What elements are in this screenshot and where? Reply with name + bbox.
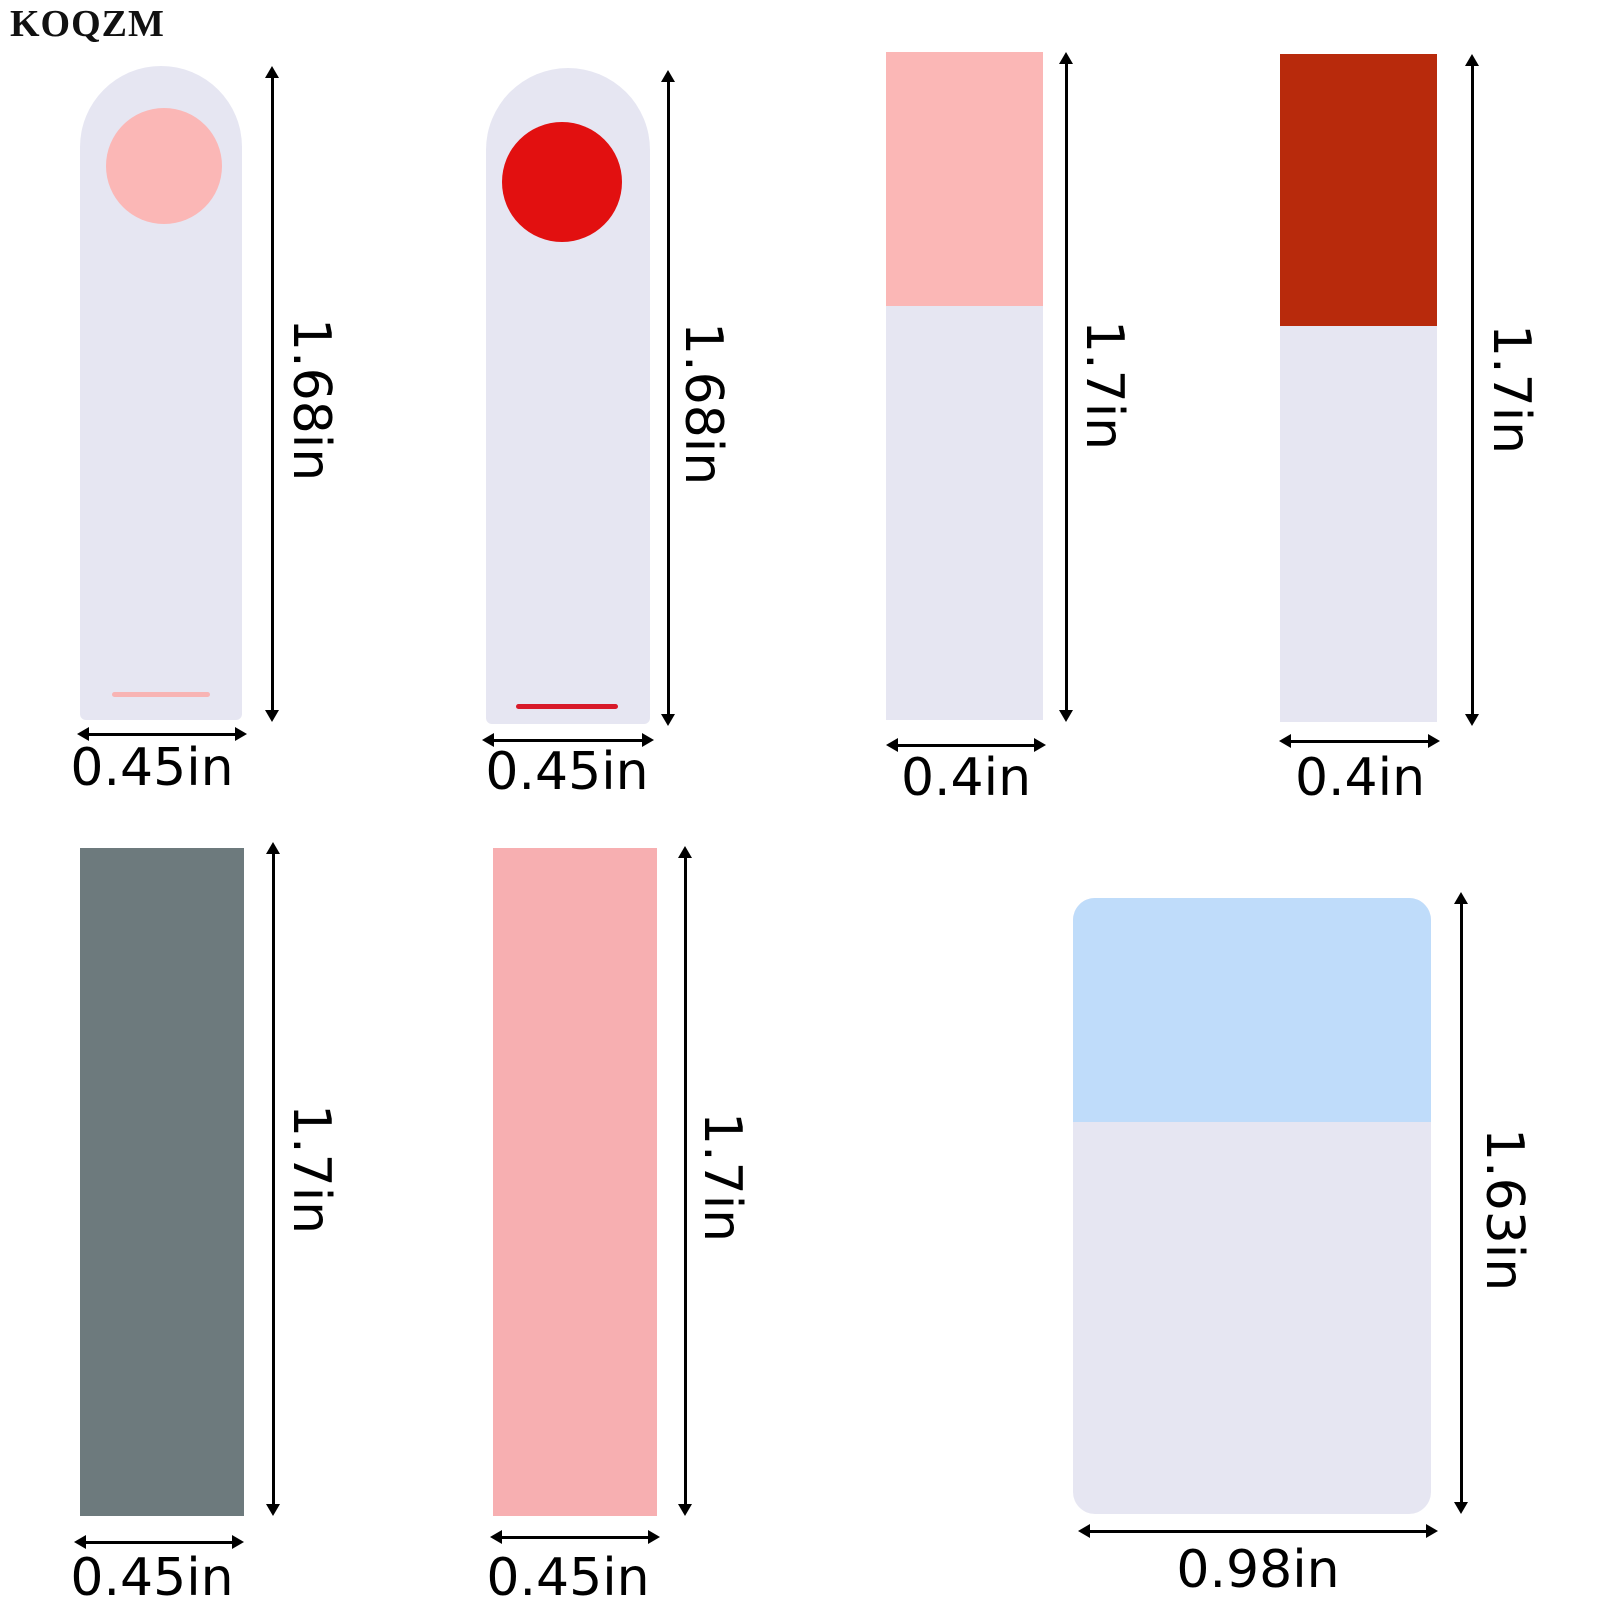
width-label-6: 0.45in (486, 1548, 650, 1608)
width-label-1: 0.45in (70, 738, 234, 798)
height-arrow-4 (1465, 54, 1479, 726)
light-pink-cover (886, 52, 1043, 306)
height-arrow-2 (661, 70, 675, 726)
width-arrow-1 (77, 727, 247, 741)
width-arrow-5 (74, 1535, 244, 1549)
width-arrow-7 (1078, 1524, 1438, 1538)
height-arrow-7 (1454, 892, 1468, 1514)
tab-solid-gray (80, 848, 244, 1516)
tab-round-light-pink (80, 66, 242, 720)
height-label-3: 1.7in (1074, 320, 1134, 451)
height-arrow-1 (265, 66, 279, 722)
height-arrow-6 (678, 846, 692, 1516)
width-label-7: 0.98in (1176, 1540, 1340, 1600)
dark-red-cover (1280, 54, 1437, 326)
tab-round-red (486, 68, 650, 724)
brand-logo: KOQZM (10, 3, 165, 45)
width-arrow-4 (1279, 734, 1440, 748)
light-blue-cover (1073, 898, 1431, 1122)
tab-solid-pink (493, 848, 657, 1516)
width-arrow-3 (886, 738, 1046, 752)
tab-card-light-blue (1073, 898, 1431, 1514)
width-label-5: 0.45in (70, 1548, 234, 1608)
height-arrow-5 (266, 842, 280, 1516)
light-pink-dot (106, 108, 222, 224)
red-dot (502, 122, 622, 242)
height-label-5: 1.7in (281, 1104, 341, 1235)
width-label-3: 0.4in (900, 748, 1032, 808)
height-label-7: 1.63in (1474, 1128, 1534, 1292)
light-pink-line (112, 692, 210, 697)
width-arrow-2 (482, 733, 654, 747)
tab-rect-light-pink (886, 52, 1043, 720)
height-label-4: 1.7in (1481, 324, 1541, 455)
height-label-2: 1.68in (673, 322, 733, 486)
width-arrow-6 (490, 1530, 660, 1544)
width-label-2: 0.45in (485, 742, 649, 802)
height-label-1: 1.68in (281, 318, 341, 482)
red-line (516, 704, 618, 709)
height-arrow-3 (1059, 52, 1073, 722)
tab-rect-dark-red (1280, 54, 1437, 722)
height-label-6: 1.7in (692, 1112, 752, 1243)
width-label-4: 0.4in (1294, 748, 1426, 808)
